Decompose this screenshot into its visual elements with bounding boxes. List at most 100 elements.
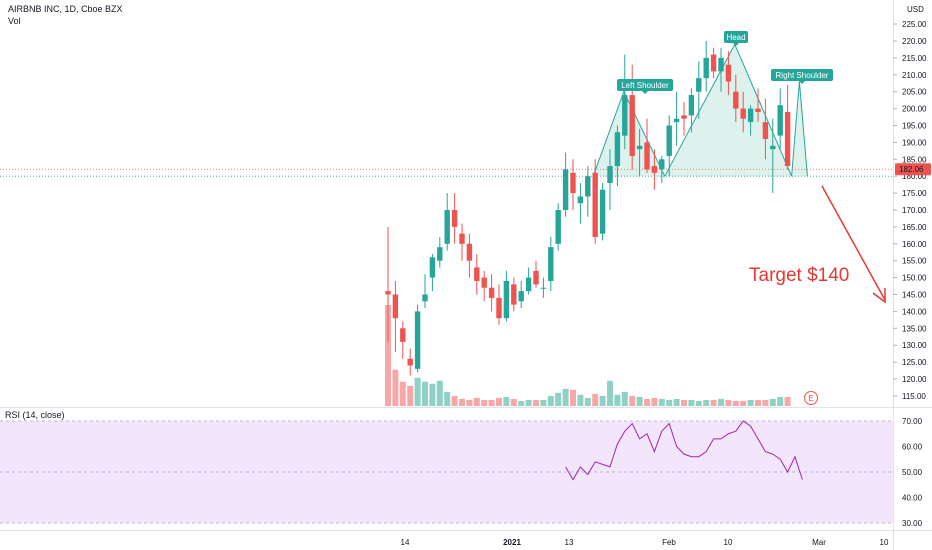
head-label: Head xyxy=(726,33,745,42)
earnings-marker xyxy=(804,391,818,405)
volume-bar xyxy=(740,400,747,406)
right-shoulder-label-bg xyxy=(771,69,833,81)
price-tick-label: 140.00 xyxy=(902,307,927,316)
rsi-tick-label: 40.00 xyxy=(902,494,923,503)
volume-bar xyxy=(636,396,643,406)
price-tick-label: 120.00 xyxy=(902,375,927,384)
rsi-line xyxy=(565,420,803,481)
candle-body xyxy=(696,78,702,92)
candle-body xyxy=(444,210,450,244)
volume-bar xyxy=(777,396,784,406)
volume-bar xyxy=(725,399,732,406)
volume-bar xyxy=(673,398,680,406)
volume-bar xyxy=(695,400,702,406)
candle-body xyxy=(755,108,761,112)
candle-body xyxy=(688,95,695,116)
price-tick-label: 115.00 xyxy=(902,392,926,401)
candle-body xyxy=(629,95,635,156)
time-tick-label: 2021 xyxy=(503,538,521,547)
candles xyxy=(0,41,893,376)
candle-body xyxy=(733,91,739,109)
price-tick-label: 220.00 xyxy=(902,37,927,46)
rsi-tick-label: 60.00 xyxy=(902,443,923,452)
volume-bar xyxy=(621,391,628,406)
candle-body xyxy=(762,122,769,140)
last-price-label: 182.06 xyxy=(899,165,924,174)
left-shoulder-label-pointer xyxy=(642,91,648,94)
volume-bar xyxy=(429,383,436,406)
price-tick-label: 155.00 xyxy=(902,257,927,266)
candle-body xyxy=(466,243,473,261)
candle-body xyxy=(429,257,436,278)
volume-bar xyxy=(718,398,724,406)
volume-bar xyxy=(644,398,650,406)
volume-bar xyxy=(399,381,406,406)
volume-bar xyxy=(658,398,665,406)
time-tick-label: 13 xyxy=(565,538,574,547)
price-tick-label: 160.00 xyxy=(902,240,927,249)
candle-body xyxy=(747,108,754,123)
candle-body xyxy=(644,142,650,170)
price-tick-label: 170.00 xyxy=(902,206,927,215)
volume-bar xyxy=(496,397,502,406)
target-arrow-line xyxy=(821,185,886,301)
left-shoulder-label-bg xyxy=(617,79,673,91)
candle-body xyxy=(614,132,621,167)
symbol-title: AIRBNB INC, 1D, Cboe BZX xyxy=(8,4,123,14)
target-label: Target $140 xyxy=(749,265,849,286)
volume-bar xyxy=(688,399,695,406)
volume-bar xyxy=(533,399,539,406)
candle-body xyxy=(681,115,687,119)
time-tick-label: 10 xyxy=(724,538,733,547)
volume-bar xyxy=(555,392,562,406)
volume-bar xyxy=(681,399,687,406)
earnings-label: E xyxy=(808,394,813,403)
price-tick-label: 200.00 xyxy=(902,105,927,114)
price-tick-label: 150.00 xyxy=(902,274,927,283)
volume-bar xyxy=(503,396,510,406)
candle-body xyxy=(548,247,554,281)
candle-body xyxy=(414,311,421,369)
volume-bar xyxy=(407,385,414,406)
candle-body xyxy=(451,210,458,227)
candle-body xyxy=(607,166,613,183)
volume-bar xyxy=(518,400,525,406)
candle-body xyxy=(518,291,524,302)
time-tick-label: Feb xyxy=(662,538,676,547)
volume-bar xyxy=(385,305,391,406)
candle-body xyxy=(703,57,709,79)
volume-bar xyxy=(592,393,599,406)
candle-body xyxy=(570,172,576,194)
price-tick-label: 165.00 xyxy=(902,223,927,232)
candle-body xyxy=(725,64,732,82)
volume-bar xyxy=(481,399,488,406)
right-shoulder-label-pointer xyxy=(799,81,805,84)
candle-body xyxy=(562,169,569,210)
volume-bar xyxy=(607,380,613,406)
rsi-tick-label: 30.00 xyxy=(902,519,923,528)
candle-body xyxy=(666,125,672,156)
candle-body xyxy=(511,284,517,305)
candle-body xyxy=(525,277,532,292)
candle-body xyxy=(385,291,391,295)
axes: 115.00 120.00 125.00 130.00 135.00 140.00 145.… xyxy=(401,5,931,547)
currency-label: USD xyxy=(907,5,924,14)
volume-bars xyxy=(385,305,791,406)
price-tick-label: 210.00 xyxy=(902,71,927,80)
price-tick-label: 125.00 xyxy=(902,358,927,367)
volume-bar xyxy=(436,380,443,406)
time-tick-label: Mar xyxy=(812,538,826,547)
volume-bar xyxy=(666,399,673,406)
candle-body xyxy=(503,280,510,319)
candle-body xyxy=(533,270,539,285)
volume-bar xyxy=(466,399,473,406)
candle-body xyxy=(481,277,487,288)
candle-body xyxy=(474,267,480,281)
price-tick-label: 190.00 xyxy=(902,138,927,147)
volume-bar xyxy=(540,399,547,406)
right-shoulder-label: Right Shoulder xyxy=(776,71,829,80)
price-tick-label: 135.00 xyxy=(902,324,927,333)
volume-bar xyxy=(784,396,791,406)
volume-bar xyxy=(651,397,658,406)
